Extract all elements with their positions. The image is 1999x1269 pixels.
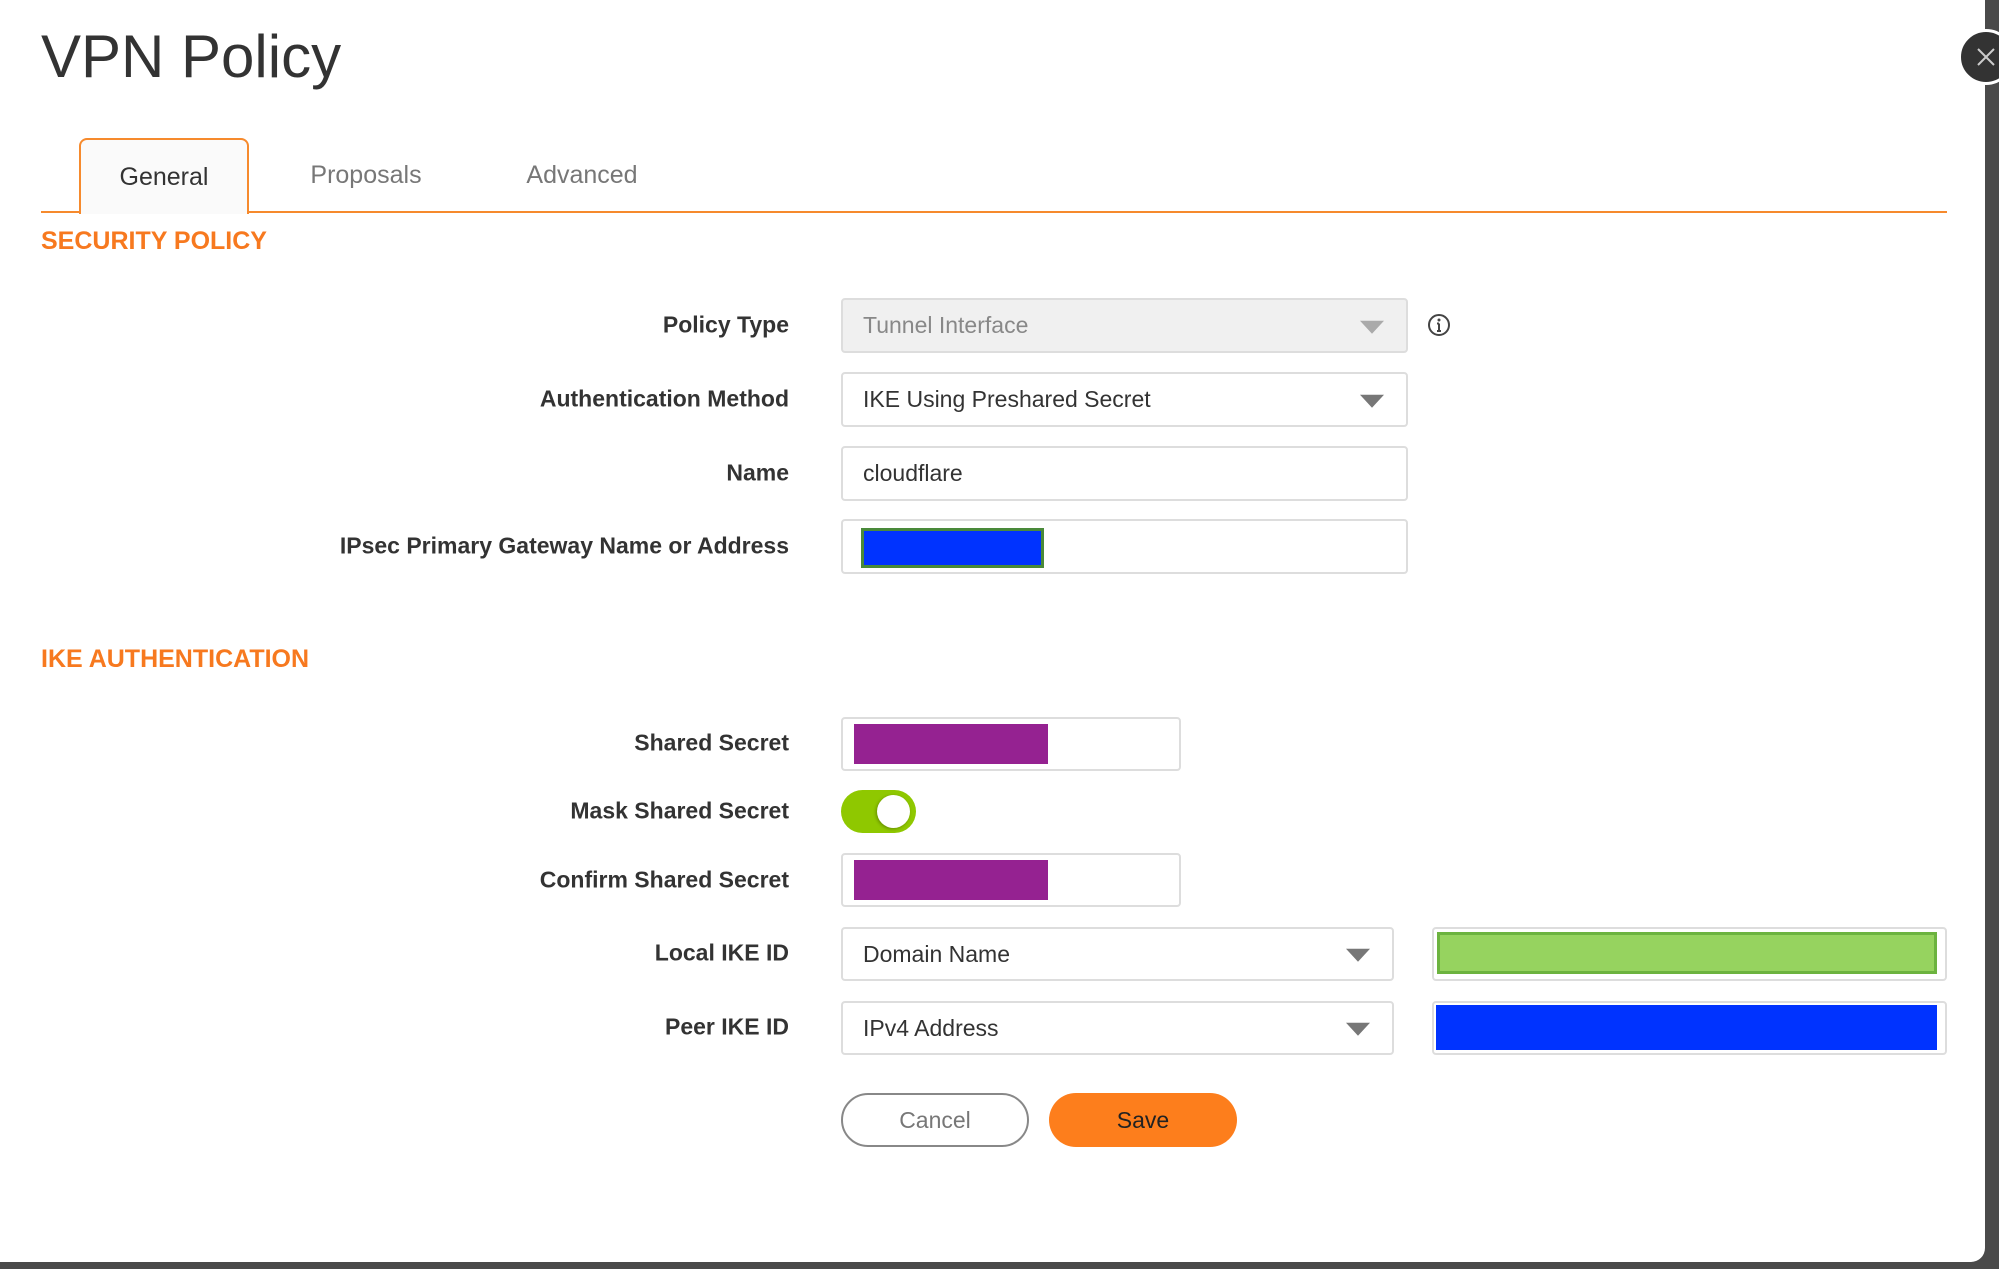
chevron-down-icon <box>1360 394 1384 408</box>
redacted-gateway <box>861 528 1044 568</box>
tab-divider <box>41 211 1947 213</box>
peer-ike-id-type: IPv4 Address <box>863 1014 999 1041</box>
gateway-label: IPsec Primary Gateway Name or Address <box>339 532 789 559</box>
policy-type-label: Policy Type <box>662 311 789 338</box>
local-ike-id-type: Domain Name <box>863 940 1010 967</box>
tab-advanced[interactable]: Advanced <box>526 161 638 189</box>
name-label: Name <box>726 459 789 486</box>
tab-general[interactable]: General <box>79 138 249 214</box>
chevron-down-icon <box>1346 1022 1370 1036</box>
confirm-shared-secret-input[interactable] <box>841 853 1181 907</box>
shared-secret-label: Shared Secret <box>634 729 789 756</box>
ike-authentication-heading: IKE AUTHENTICATION <box>41 645 310 673</box>
mask-shared-secret-label: Mask Shared Secret <box>570 797 789 824</box>
name-value: cloudflare <box>863 460 963 486</box>
local-ike-id-input[interactable] <box>1432 927 1947 981</box>
mask-shared-secret-toggle[interactable] <box>841 790 916 833</box>
close-button[interactable] <box>1958 29 1999 85</box>
peer-ike-id-select[interactable]: IPv4 Address <box>841 1001 1394 1055</box>
dialog-title: VPN Policy <box>41 23 342 90</box>
auth-method-select[interactable]: IKE Using Preshared Secret <box>841 372 1408 427</box>
peer-ike-id-input[interactable] <box>1432 1001 1947 1055</box>
policy-type-value: Tunnel Interface <box>863 312 1029 338</box>
name-input[interactable]: cloudflare <box>841 446 1408 501</box>
policy-type-select[interactable]: Tunnel Interface <box>841 298 1408 353</box>
peer-ike-id-label: Peer IKE ID <box>665 1013 789 1040</box>
info-circle-icon[interactable] <box>1427 313 1451 342</box>
cancel-button[interactable]: Cancel <box>841 1093 1029 1147</box>
redacted-confirm-secret <box>854 860 1048 900</box>
auth-method-value: IKE Using Preshared Secret <box>863 386 1151 412</box>
tab-proposals[interactable]: Proposals <box>310 161 422 189</box>
redacted-local-ike-id <box>1437 932 1937 974</box>
redacted-shared-secret <box>854 724 1048 764</box>
toggle-knob <box>877 795 910 828</box>
gateway-input[interactable] <box>841 519 1408 574</box>
redacted-peer-ike-id <box>1436 1005 1937 1050</box>
chevron-down-icon <box>1360 320 1384 334</box>
chevron-down-icon <box>1346 948 1370 962</box>
shared-secret-input[interactable] <box>841 717 1181 771</box>
save-button[interactable]: Save <box>1049 1093 1237 1147</box>
security-policy-heading: SECURITY POLICY <box>41 227 267 255</box>
auth-method-label: Authentication Method <box>539 385 789 412</box>
confirm-shared-secret-label: Confirm Shared Secret <box>539 866 789 893</box>
local-ike-id-label: Local IKE ID <box>654 939 789 966</box>
local-ike-id-select[interactable]: Domain Name <box>841 927 1394 981</box>
close-icon <box>1977 48 1995 66</box>
